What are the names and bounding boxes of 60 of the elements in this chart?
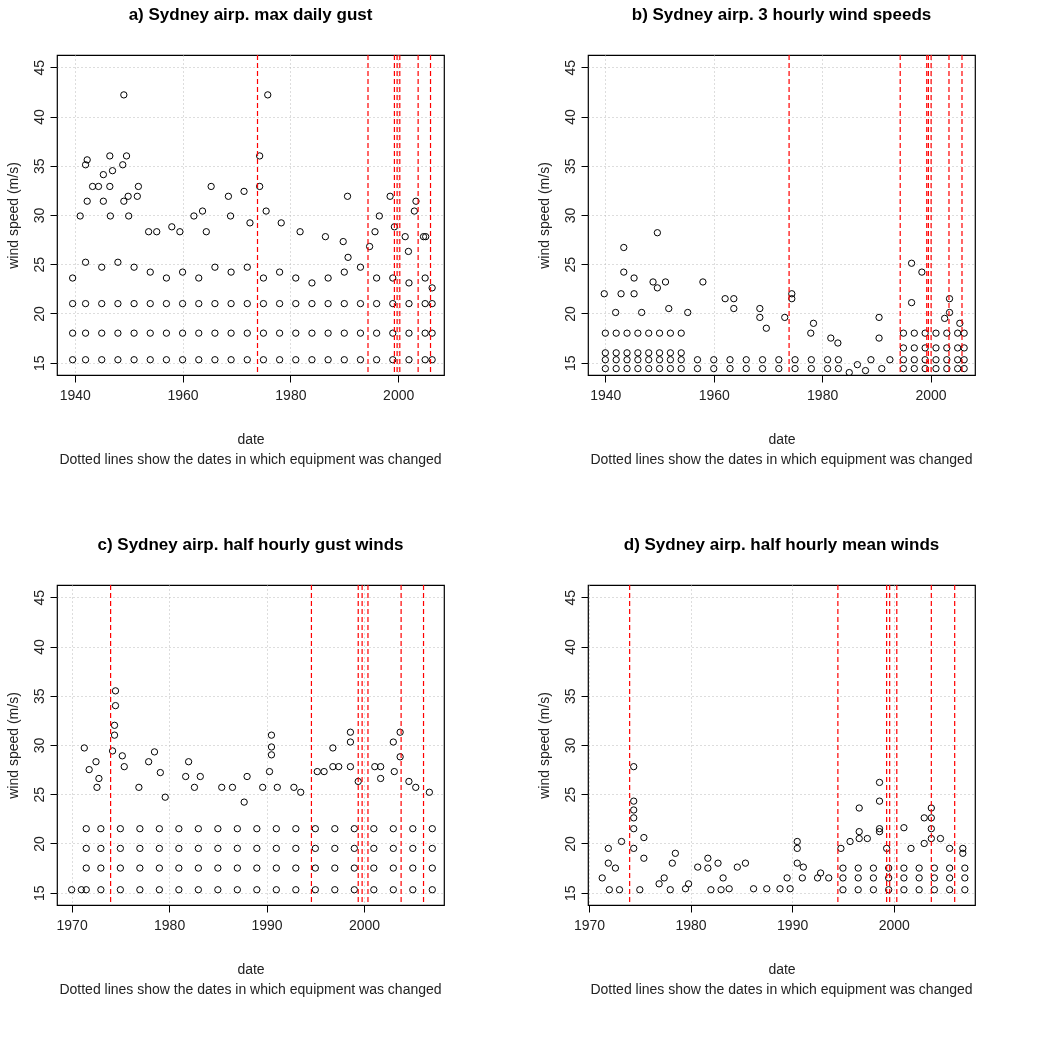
x-tick-label: 1970 xyxy=(573,916,606,933)
y-tick-label: 35 xyxy=(30,158,47,175)
x-tick-label: 1990 xyxy=(251,916,283,933)
y-tick-label: 40 xyxy=(30,639,47,655)
y-axis-title: wind speed (m/s) xyxy=(535,162,552,270)
y-tick-label: 25 xyxy=(561,786,578,803)
y-tick-label: 25 xyxy=(30,786,47,803)
x-tick-label: 1940 xyxy=(59,386,92,403)
chart-title: a) Sydney airp. max daily gust xyxy=(128,5,373,25)
y-tick-label: 30 xyxy=(30,737,47,754)
y-tick-label: 45 xyxy=(30,59,47,76)
x-axis-title: date xyxy=(768,430,796,447)
y-tick-label: 15 xyxy=(30,355,47,371)
x-axis-title: date xyxy=(768,960,796,977)
y-axis-title: wind speed (m/s) xyxy=(4,162,21,270)
y-tick-label: 30 xyxy=(30,207,47,224)
y-tick-label: 15 xyxy=(561,885,578,901)
x-tick-label: 2000 xyxy=(878,916,911,933)
y-tick-label: 25 xyxy=(561,256,578,273)
y-tick-label: 45 xyxy=(561,59,578,76)
x-axis-title: date xyxy=(237,960,265,977)
y-tick-label: 45 xyxy=(561,589,578,606)
x-axis-title: date xyxy=(237,430,265,447)
y-tick-label: 20 xyxy=(30,835,47,852)
y-tick-label: 15 xyxy=(561,355,578,371)
y-tick-label: 45 xyxy=(30,589,47,606)
y-axis-title: wind speed (m/s) xyxy=(4,692,21,800)
y-tick-label: 30 xyxy=(561,737,578,754)
y-tick-label: 35 xyxy=(561,688,578,705)
y-tick-label: 35 xyxy=(561,158,578,175)
text: Dotted lines show the dates in which equipment was changed xyxy=(59,451,442,467)
chart-title: d) Sydney airp. half hourly mean winds xyxy=(623,535,940,555)
x-tick-label: 1960 xyxy=(167,386,199,403)
y-tick-label: 40 xyxy=(561,109,578,125)
x-tick-label: 1940 xyxy=(590,386,622,403)
chart-title: c) Sydney airp. half hourly gust winds xyxy=(97,535,404,555)
x-tick-label: 1980 xyxy=(675,916,707,933)
y-tick-label: 20 xyxy=(561,305,578,322)
y-tick-label: 20 xyxy=(561,835,578,852)
x-tick-label: 2000 xyxy=(915,386,947,403)
x-tick-label: 2000 xyxy=(383,386,415,403)
x-tick-label: 1960 xyxy=(698,386,731,403)
x-tick-label: 1980 xyxy=(275,386,307,403)
text: Dotted lines show the dates in which equipment was changed xyxy=(59,981,442,997)
chart-title: b) Sydney airp. 3 hourly wind speeds xyxy=(631,5,932,25)
y-tick-label: 25 xyxy=(30,256,47,273)
y-tick-label: 40 xyxy=(30,109,47,125)
x-tick-label: 2000 xyxy=(348,916,381,933)
x-tick-label: 1970 xyxy=(56,916,88,933)
y-tick-label: 30 xyxy=(561,207,578,224)
x-tick-label: 1980 xyxy=(807,386,839,403)
y-tick-label: 35 xyxy=(30,688,47,705)
text: Dotted lines show the dates in which equipment was changed xyxy=(590,451,973,467)
y-axis-title: wind speed (m/s) xyxy=(535,692,552,800)
y-tick-label: 15 xyxy=(30,885,47,901)
y-tick-label: 20 xyxy=(30,305,47,322)
text: Dotted lines show the dates in which equipment was changed xyxy=(590,981,973,997)
x-tick-label: 1980 xyxy=(154,916,186,933)
x-tick-label: 1990 xyxy=(777,916,809,933)
y-tick-label: 40 xyxy=(561,639,578,655)
